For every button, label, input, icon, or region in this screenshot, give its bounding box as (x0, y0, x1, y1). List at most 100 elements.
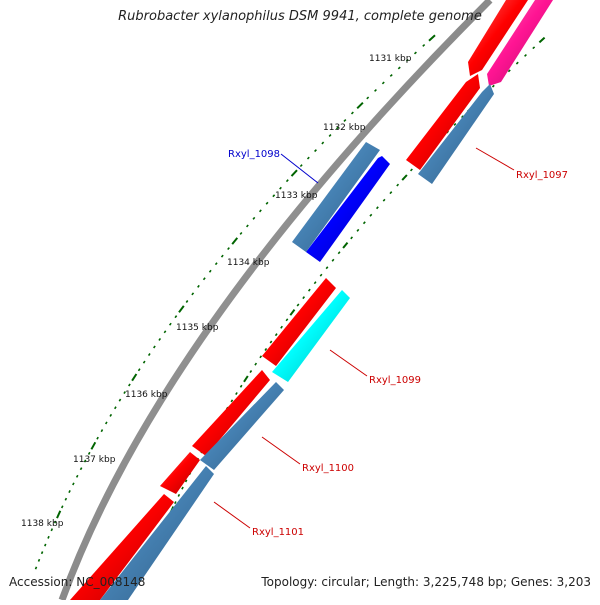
minor-tick (335, 126, 339, 130)
minor-tick (128, 383, 131, 387)
minor-tick (381, 81, 385, 85)
cds-highlight-pink (487, 0, 553, 86)
minor-tick (331, 258, 335, 262)
minor-tick (227, 247, 230, 251)
major-tick (178, 305, 185, 313)
minor-tick (491, 84, 495, 88)
cds-forward-1097-top (468, 0, 528, 76)
minor-tick (64, 497, 68, 501)
minor-tick (245, 224, 249, 228)
leader-1101 (213, 501, 251, 529)
scale-label: 1136 kbp (125, 390, 168, 400)
scale-label: 1133 kbp (275, 191, 318, 201)
minor-tick (285, 318, 289, 322)
minor-tick (321, 141, 325, 145)
minor-tick (382, 198, 386, 202)
minor-tick (343, 119, 347, 122)
minor-tick (265, 201, 269, 205)
minor-tick (258, 209, 262, 213)
accession-text: Accession: NC_008148 (9, 575, 146, 589)
minor-tick (252, 216, 256, 220)
minor-tick (389, 74, 393, 77)
minor-tick (296, 303, 300, 307)
minor-tick (356, 228, 360, 232)
minor-tick (235, 392, 238, 396)
minor-tick (259, 355, 263, 359)
minor-tick (239, 384, 243, 388)
minor-tick (507, 69, 511, 73)
minor-tick (325, 266, 329, 270)
minor-tick (75, 474, 79, 478)
minor-tick (269, 340, 273, 344)
minor-tick (96, 436, 99, 440)
minor-tick (313, 281, 317, 285)
minor-tick (319, 273, 323, 277)
minor-tick (396, 183, 400, 187)
gene-label-rxyl-1097[interactable]: Rxyl_1097 (516, 170, 568, 181)
minor-tick (174, 501, 177, 505)
gene-label-rxyl-1098[interactable]: Rxyl_1098 (228, 149, 280, 160)
minor-tick (114, 406, 117, 410)
minor-tick (274, 333, 278, 337)
minor-tick (202, 277, 206, 281)
minor-tick (375, 206, 379, 210)
minor-tick (405, 59, 409, 62)
minor-tick (123, 391, 126, 395)
major-tick (428, 34, 436, 42)
minor-tick (87, 451, 91, 455)
minor-tick (47, 535, 50, 539)
major-tick (90, 441, 97, 450)
minor-tick (369, 213, 373, 217)
minor-tick (109, 413, 113, 417)
minor-tick (60, 505, 64, 509)
leader-1097 (475, 147, 515, 171)
minor-tick (350, 236, 354, 240)
minor-tick (168, 322, 172, 326)
major-tick (342, 241, 349, 249)
cds-forward-1100 (192, 370, 270, 456)
minor-tick (249, 370, 253, 374)
leader-1099 (329, 349, 368, 377)
minor-tick (44, 543, 47, 547)
minor-tick (279, 186, 282, 190)
minor-tick (208, 269, 212, 273)
major-tick (290, 169, 298, 177)
scale-label: 1138 kbp (21, 519, 64, 529)
minor-tick (147, 353, 151, 357)
genome-backbone (58, 0, 493, 602)
minor-tick (40, 551, 44, 555)
minor-tick (214, 262, 218, 266)
minor-tick (163, 330, 167, 334)
minor-tick (34, 566, 38, 570)
cds-reverse-1098 (292, 142, 380, 252)
minor-tick (366, 96, 370, 100)
minor-tick (397, 66, 401, 70)
minor-tick (410, 168, 413, 172)
minor-tick (191, 292, 195, 296)
minor-tick (79, 467, 83, 471)
cds-forward-1099 (262, 278, 336, 366)
minor-tick (306, 156, 310, 160)
major-tick (243, 375, 249, 383)
minor-tick (174, 315, 178, 319)
leader-1098 (280, 153, 319, 184)
gene-label-rxyl-1100[interactable]: Rxyl_1100 (302, 463, 354, 474)
minor-tick (158, 337, 162, 341)
cds-reverse-1100 (200, 382, 284, 470)
minor-tick (239, 231, 243, 235)
major-tick (131, 373, 138, 382)
minor-tick (515, 61, 519, 65)
minor-tick (197, 284, 200, 288)
minor-tick (137, 368, 141, 372)
gene-label-rxyl-1101[interactable]: Rxyl_1101 (252, 527, 304, 538)
minor-tick (184, 479, 188, 483)
cds-forward-1097 (406, 74, 480, 170)
minor-tick (177, 493, 181, 497)
minor-tick (337, 251, 341, 255)
minor-tick (453, 122, 457, 126)
gene-label-rxyl-1099[interactable]: Rxyl_1099 (369, 375, 421, 386)
minor-tick (264, 347, 268, 351)
minor-tick (83, 459, 87, 463)
minor-tick (362, 221, 366, 225)
